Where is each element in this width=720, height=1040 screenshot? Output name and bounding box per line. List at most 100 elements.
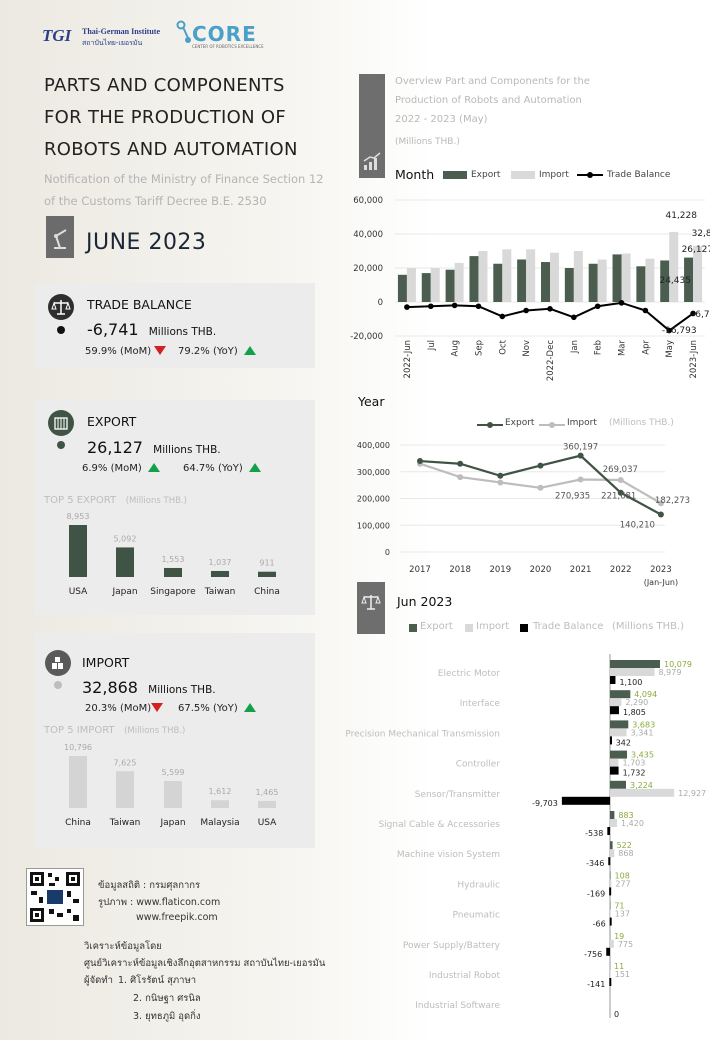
year-legend-import-label: Import — [567, 418, 597, 428]
yearly-y-tick: 200,000 — [357, 495, 390, 504]
jun-legend-export-swatch — [409, 624, 417, 632]
tgi-logo: TGI Thai-German Institute สถาบันไทย-เยอร… — [42, 24, 192, 52]
monthly-export-bar — [564, 268, 574, 302]
jun-category-label: Sensor/Transmitter — [415, 790, 501, 800]
yearly-import-point — [497, 479, 504, 486]
overview-title-line1: Overview Part and Components for the — [395, 76, 590, 87]
top5-import-category-label: Japan — [159, 818, 185, 828]
monthly-y-tick: -20,000 — [350, 332, 383, 342]
monthly-balance-point — [499, 313, 506, 320]
jun-export-value: 11 — [614, 962, 624, 971]
top5-import-category-label: China — [65, 818, 91, 828]
overview-title-line3: 2022 - 2023 (May) — [395, 114, 488, 125]
monthly-balance-point — [666, 327, 673, 334]
jun-export-bar — [610, 690, 631, 699]
jun-balance-bar — [609, 917, 612, 926]
top5-import-bar — [69, 756, 87, 808]
yearly-chart: 400,000 300,000 200,000 100,000 0 2017 2018 201… — [357, 441, 690, 587]
jun-balance-value: 342 — [616, 738, 631, 747]
jun-import-bar — [610, 939, 614, 948]
yearly-export-point — [457, 460, 464, 467]
top5-import-value-label: 1,612 — [209, 787, 232, 796]
jun-legend-import-label: Import — [476, 621, 510, 632]
jun-export-value: 883 — [618, 811, 633, 820]
jun-balance-bar — [609, 978, 612, 986]
top5-import-chart: 10,796 China 7,625 Taiwan 5,599 Japan 1,612 Mal… — [64, 743, 279, 828]
containers-icon — [45, 650, 71, 676]
jun-balance-value: 1,732 — [623, 769, 646, 778]
top5-import-value-label: 5,599 — [162, 768, 185, 777]
top5-export-value-label: 5,092 — [114, 534, 137, 543]
subtitle-line2: of the Customs Tariff Decree B.E. 2530 — [44, 194, 267, 208]
yearly-x-tick: 2019 — [489, 565, 511, 575]
jun-balance-value: 0 — [614, 1010, 619, 1019]
yearly-x-tick: 2017 — [409, 565, 431, 575]
yearly-x-tick: 2021 — [570, 565, 592, 575]
overview-title-line2: Production of Robots and Automation — [395, 95, 582, 106]
jun-import-bar — [610, 788, 675, 797]
jun-balance-bar — [606, 947, 610, 956]
jun-balance-value: -756 — [584, 950, 602, 959]
core-logo-sub: CENTER OF ROBOTICS EXCELLENCE — [192, 44, 264, 49]
robot-arm-icon — [176, 20, 191, 43]
jun-export-bar — [610, 780, 626, 789]
monthly-x-tick: 2023-Jun — [689, 340, 699, 378]
trade-balance-panel: TRADE BALANCE -6,741 Millions THB. 59.9%… — [35, 283, 315, 368]
top5-export-value-label: 8,953 — [67, 512, 90, 521]
jun-balance-value: -346 — [586, 859, 604, 868]
top5-export-category-label: China — [254, 587, 280, 597]
top5-export-title: TOP 5 EXPORT (Millions THB.) — [44, 495, 187, 506]
yearly-export-point — [417, 458, 423, 465]
monthly-export-bar — [517, 259, 527, 302]
import-title: IMPORT — [82, 655, 130, 670]
monthly-data-label: 32,868 — [692, 229, 710, 239]
monthly-export-bar — [588, 263, 598, 302]
jun-export-value: 522 — [617, 841, 632, 850]
monthly-export-bar — [445, 269, 455, 302]
top5-export-value-label: 1,037 — [209, 558, 232, 567]
top5-import-category-label: USA — [258, 818, 277, 828]
up-arrow-icon — [249, 463, 262, 472]
jun-import-bar — [610, 698, 622, 707]
export-dot — [57, 441, 65, 449]
top5-export-bar — [258, 571, 276, 577]
main-title-line2: FOR THE PRODUCTION OF — [44, 107, 286, 128]
monthly-balance-point — [451, 302, 458, 309]
jun-legend-import-swatch — [465, 624, 473, 632]
jun-import-value: 775 — [618, 940, 633, 949]
monthly-x-tick: Feb — [594, 340, 604, 355]
trade-balance-mom: 59.9% (MoM) — [85, 346, 167, 357]
export-value: 26,127 — [87, 438, 143, 457]
jun-export-value: 3,435 — [631, 751, 654, 760]
jun-icon-box — [357, 582, 385, 634]
import-value: 32,868 — [82, 678, 138, 697]
year-legend-export-swatch — [477, 422, 503, 428]
jun-import-value: 137 — [615, 910, 630, 919]
monthly-import-bar — [526, 249, 536, 302]
top5-export-bar — [164, 567, 182, 577]
export-unit: Millions THB. — [153, 444, 221, 456]
yearly-x-tick: 2020 — [530, 565, 552, 575]
monthly-x-tick: Nov — [522, 340, 532, 357]
yearly-export-point — [537, 462, 544, 469]
overview-title: Overview Part and Components for the Pro… — [395, 72, 615, 129]
authors-label: ผู้จัดทำ — [84, 975, 113, 986]
jun-balance-bar — [610, 676, 616, 684]
yearly-export-point — [497, 472, 504, 479]
trade-balance-title: TRADE BALANCE — [87, 297, 192, 312]
yearly-x-tick: 2022 — [610, 565, 632, 575]
yearly-y-tick: 100,000 — [357, 521, 390, 530]
jun-export-bar — [610, 811, 615, 819]
top5-export-chart: 8,953 USA 5,092 Japan 1,553 Singapore 1,037 Tai… — [67, 512, 280, 597]
trade-balance-value: -6,741 — [87, 320, 139, 339]
monthly-balance-point — [571, 314, 577, 321]
monthly-balance-point — [547, 306, 553, 312]
jun-import-bar — [610, 758, 619, 767]
top5-import-value-label: 1,465 — [256, 788, 279, 797]
legend-import-label: Import — [539, 170, 569, 180]
monthly-y-tick: 20,000 — [353, 264, 383, 274]
yearly-import-point — [457, 474, 464, 481]
qr-code[interactable] — [26, 868, 84, 926]
top5-import-category-label: Malaysia — [200, 818, 239, 828]
